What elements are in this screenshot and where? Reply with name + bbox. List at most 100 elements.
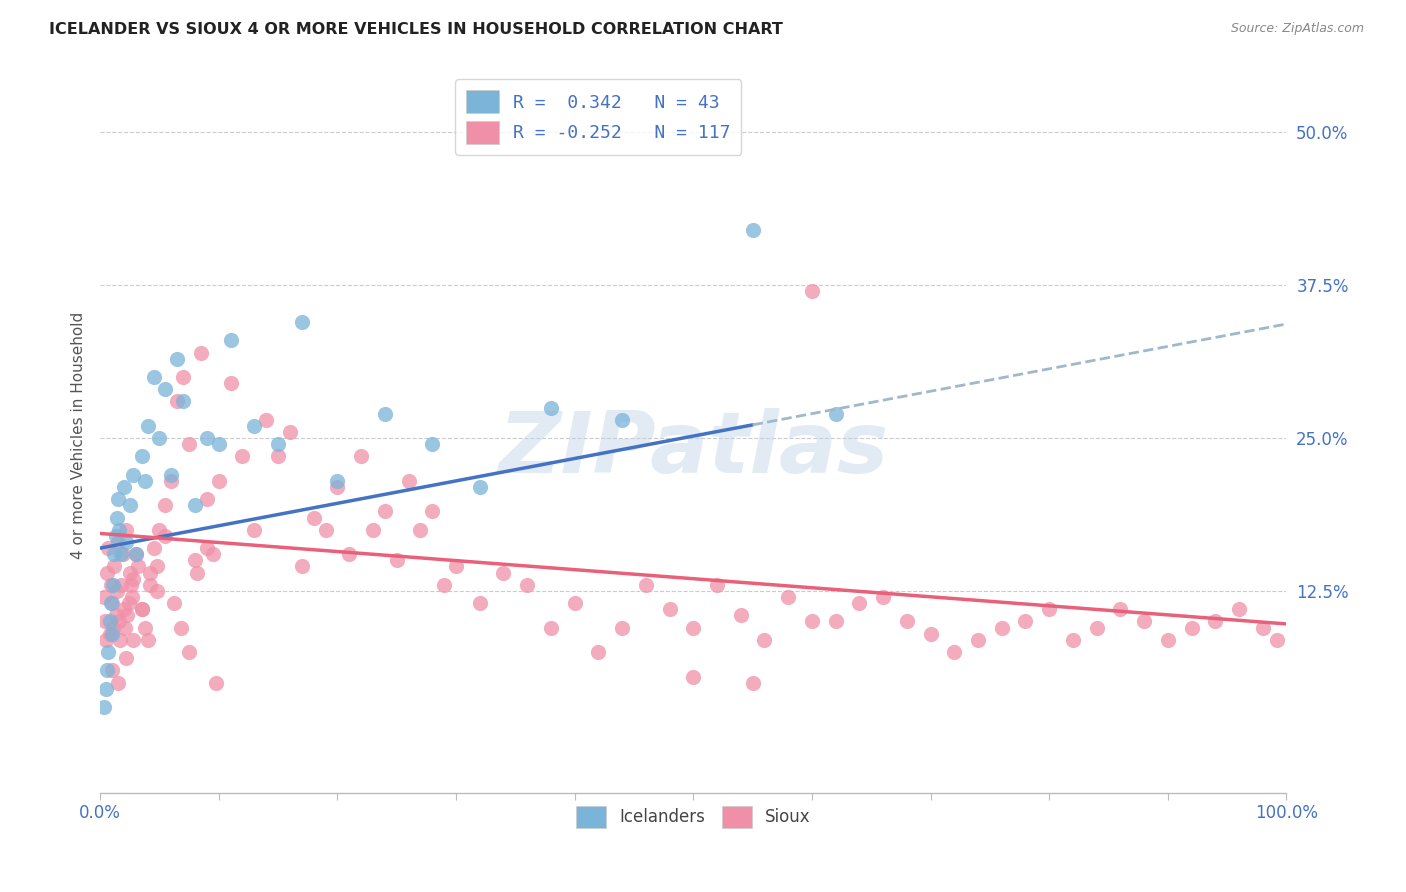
Point	[170, 621, 193, 635]
Point	[110, 547, 132, 561]
Point	[1038, 602, 1060, 616]
Point	[800, 615, 823, 629]
Point	[112, 480, 135, 494]
Point	[121, 590, 143, 604]
Point	[112, 602, 135, 616]
Point	[122, 572, 145, 586]
Text: Source: ZipAtlas.com: Source: ZipAtlas.com	[1230, 22, 1364, 36]
Point	[824, 407, 846, 421]
Point	[101, 621, 124, 635]
Point	[516, 578, 538, 592]
Point	[139, 578, 162, 592]
Point	[682, 669, 704, 683]
Point	[93, 700, 115, 714]
Point	[540, 621, 562, 635]
Point	[98, 615, 121, 629]
Point	[172, 370, 194, 384]
Point	[824, 615, 846, 629]
Point	[433, 578, 456, 592]
Point	[195, 431, 218, 445]
Point	[848, 596, 870, 610]
Point	[730, 608, 752, 623]
Point	[741, 675, 763, 690]
Point	[492, 566, 515, 580]
Point	[139, 566, 162, 580]
Point	[98, 626, 121, 640]
Point	[315, 523, 337, 537]
Point	[564, 596, 586, 610]
Point	[125, 547, 148, 561]
Point	[1180, 621, 1202, 635]
Point	[588, 645, 610, 659]
Point	[131, 450, 153, 464]
Point	[100, 596, 122, 610]
Point	[142, 541, 165, 556]
Point	[101, 626, 124, 640]
Point	[108, 523, 131, 537]
Point	[409, 523, 432, 537]
Point	[108, 615, 131, 629]
Point	[155, 529, 177, 543]
Point	[105, 510, 128, 524]
Point	[326, 474, 349, 488]
Point	[125, 547, 148, 561]
Point	[896, 615, 918, 629]
Point	[184, 553, 207, 567]
Point	[110, 632, 132, 647]
Point	[278, 425, 301, 439]
Point	[142, 370, 165, 384]
Point	[754, 632, 776, 647]
Point	[778, 590, 800, 604]
Point	[115, 535, 138, 549]
Point	[117, 608, 139, 623]
Point	[195, 492, 218, 507]
Point	[94, 681, 117, 696]
Point	[177, 645, 200, 659]
Y-axis label: 4 or more Vehicles in Household: 4 or more Vehicles in Household	[72, 311, 86, 558]
Point	[634, 578, 657, 592]
Point	[374, 407, 396, 421]
Point	[107, 492, 129, 507]
Point	[291, 315, 314, 329]
Point	[104, 529, 127, 543]
Point	[172, 394, 194, 409]
Point	[105, 583, 128, 598]
Point	[155, 499, 177, 513]
Point	[118, 499, 141, 513]
Point	[96, 566, 118, 580]
Point	[101, 664, 124, 678]
Point	[148, 431, 170, 445]
Point	[131, 602, 153, 616]
Point	[160, 474, 183, 488]
Point	[610, 413, 633, 427]
Point	[302, 510, 325, 524]
Point	[1251, 621, 1274, 635]
Point	[146, 583, 169, 598]
Point	[148, 523, 170, 537]
Point	[1062, 632, 1084, 647]
Point	[155, 382, 177, 396]
Point	[94, 632, 117, 647]
Point	[468, 596, 491, 610]
Point	[920, 626, 942, 640]
Point	[136, 632, 159, 647]
Point	[100, 578, 122, 592]
Point	[1204, 615, 1226, 629]
Point	[291, 559, 314, 574]
Point	[107, 675, 129, 690]
Point	[967, 632, 990, 647]
Text: ICELANDER VS SIOUX 4 OR MORE VEHICLES IN HOUSEHOLD CORRELATION CHART: ICELANDER VS SIOUX 4 OR MORE VEHICLES IN…	[49, 22, 783, 37]
Point	[1265, 632, 1288, 647]
Point	[267, 450, 290, 464]
Point	[872, 590, 894, 604]
Point	[186, 566, 208, 580]
Point	[361, 523, 384, 537]
Point	[96, 664, 118, 678]
Point	[177, 437, 200, 451]
Point	[117, 596, 139, 610]
Point	[1014, 615, 1036, 629]
Point	[101, 578, 124, 592]
Point	[134, 474, 156, 488]
Point	[468, 480, 491, 494]
Legend: Icelanders, Sioux: Icelanders, Sioux	[569, 799, 817, 834]
